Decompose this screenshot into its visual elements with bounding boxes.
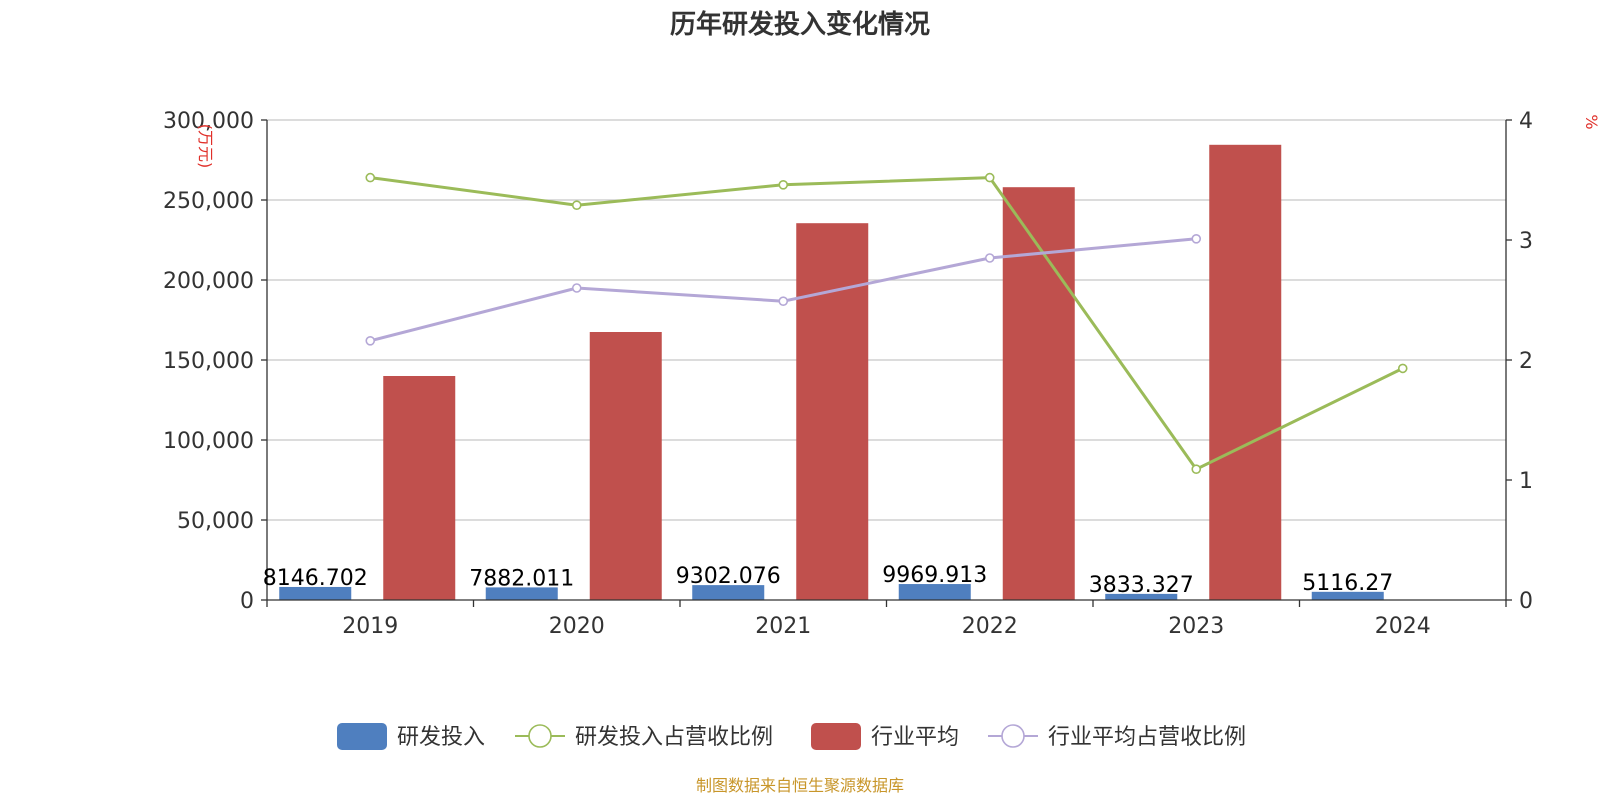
bar-value-label: 3833.327 [1089, 573, 1194, 598]
source-note: 制图数据来自恒生聚源数据库 [696, 776, 904, 795]
left-axis-tick-label: 0 [240, 589, 254, 614]
legend: 研发投入 研发投入占营收比例 行业平均 行业平均占营收比例 [337, 723, 1246, 750]
lines [365, 172, 1408, 475]
legend-marker [528, 724, 552, 748]
left-axis-tick-label: 50,000 [177, 509, 254, 534]
right-axis-tick-label: 2 [1519, 349, 1533, 374]
series-point [984, 172, 995, 183]
series-point [1397, 363, 1408, 374]
grid [267, 119, 1506, 521]
bar [383, 376, 456, 600]
x-axis-tick-label: 2023 [1168, 614, 1224, 639]
left-axis-unit: (万元) [196, 124, 215, 169]
left-axis-tick-label: 200,000 [163, 269, 254, 294]
right-axis-tick-label: 4 [1519, 109, 1533, 134]
bar [898, 584, 971, 600]
x-axis-tick-label: 2019 [342, 614, 398, 639]
bar [1209, 144, 1282, 601]
bar-value-label: 9302.076 [676, 564, 781, 589]
bar [692, 585, 765, 600]
legend-marker [1001, 724, 1025, 748]
right-axis-tick-label: 0 [1519, 589, 1533, 614]
chart-title: 历年研发投入变化情况 [670, 9, 930, 40]
legend-label: 行业平均占营收比例 [1048, 725, 1246, 750]
x-axis-tick-label: 2024 [1375, 614, 1431, 639]
series-point [778, 296, 789, 307]
left-axis-tick-label: 300,000 [163, 109, 254, 134]
left-axis-tick-label: 100,000 [163, 429, 254, 454]
right-axis-tick-label: 3 [1519, 229, 1533, 254]
legend-label: 行业平均 [871, 725, 959, 750]
bar [1105, 593, 1178, 600]
data-labels: 8146.702 7882.011 9302.076 9969.913 3833.327… [263, 563, 1393, 598]
x-axis-tick-label: 2022 [962, 614, 1018, 639]
bar [1311, 591, 1384, 600]
series-point [1191, 234, 1202, 244]
left-axis-tick-label: 150,000 [163, 349, 254, 374]
axes: 0 50,000 100,000 150,000 200,000 250,000 300,0… [163, 109, 1533, 639]
bar-value-label: 9969.913 [882, 563, 987, 588]
x-axis-tick-label: 2021 [755, 614, 811, 639]
series-point [365, 335, 376, 346]
series-point [365, 172, 376, 183]
series-point [984, 253, 995, 263]
bar [589, 332, 662, 600]
legend-label: 研发投入占营收比例 [575, 725, 773, 750]
x-axis-tick-label: 2020 [549, 614, 605, 639]
legend-label: 研发投入 [397, 725, 485, 750]
bar-value-label: 7882.011 [469, 566, 574, 591]
series-point [571, 200, 582, 210]
series-point [1191, 464, 1202, 475]
series-line [370, 176, 1404, 472]
bar [796, 223, 869, 600]
bar [279, 586, 352, 600]
left-axis-tick-label: 250,000 [163, 189, 254, 214]
right-axis-unit: % [1582, 114, 1600, 129]
series-point [571, 283, 582, 293]
bar-value-label: 5116.27 [1302, 571, 1393, 596]
bars [279, 144, 1384, 601]
bar-value-label: 8146.702 [263, 566, 368, 591]
right-axis-tick-label: 1 [1519, 469, 1533, 494]
bar [485, 587, 558, 600]
series-point [778, 180, 789, 190]
legend-swatch [811, 723, 861, 750]
legend-swatch [337, 723, 387, 750]
